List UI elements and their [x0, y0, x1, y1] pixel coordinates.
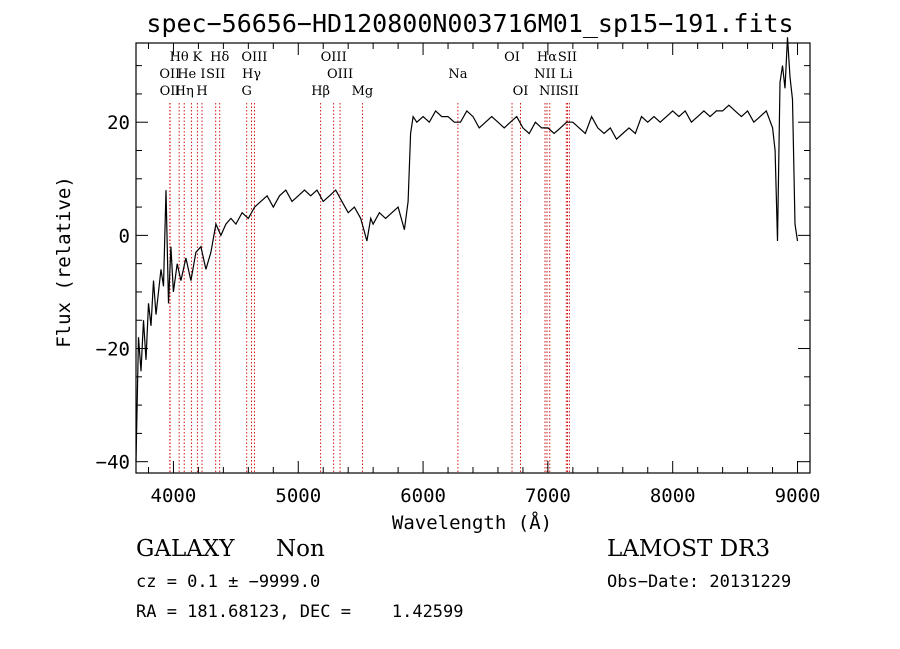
line-label: Hδ [210, 50, 229, 65]
y-tick-label: −40 [96, 452, 130, 474]
x-tick-label: 4000 [151, 485, 197, 507]
line-label: Hγ [242, 67, 261, 82]
line-label: G [242, 84, 252, 99]
x-tick-label: 6000 [400, 485, 446, 507]
y-axis-ticks: −40 −20 0 20 [96, 65, 810, 474]
line-label: OIII [321, 50, 347, 65]
line-label: Hθ [170, 50, 189, 65]
line-label: OIII [241, 50, 267, 65]
object-subclass: Non [276, 536, 325, 562]
x-tick-label: 9000 [775, 485, 821, 507]
object-class: GALAXY [136, 536, 235, 562]
line-label: SII [206, 67, 225, 82]
line-label: OII [160, 84, 181, 99]
line-label: SII [560, 84, 579, 99]
ra-dec: RA = 181.68123, DEC = 1.42599 [136, 602, 464, 622]
y-axis-label: Flux (relative) [53, 176, 75, 348]
line-label: He I [177, 67, 205, 82]
line-label: H [196, 84, 207, 99]
line-label: SII [558, 50, 577, 65]
line-label: OII [159, 67, 180, 82]
line-label: Hα [537, 50, 557, 65]
line-label: K [193, 50, 203, 65]
emission-line-markers [169, 103, 570, 473]
line-label: NII [534, 67, 556, 82]
y-tick-label: −20 [96, 339, 130, 361]
x-tick-label: 7000 [525, 485, 571, 507]
line-label: OI [504, 50, 520, 65]
line-label: Hη [175, 84, 194, 99]
line-label: Hβ [311, 84, 330, 99]
line-label: Li [560, 67, 573, 82]
survey-name: LAMOST DR3 [607, 536, 771, 562]
line-label: OIII [327, 67, 353, 82]
line-label: Mg [352, 84, 374, 99]
x-axis-label: Wavelength (Å) [392, 511, 552, 534]
redshift-cz: cz = 0.1 ± −9999.0 [136, 572, 321, 592]
x-axis-ticks: 4000 5000 6000 7000 8000 9000 [147, 43, 821, 507]
x-tick-label: 8000 [650, 485, 696, 507]
x-tick-label: 5000 [275, 485, 321, 507]
observation-date: Obs−Date: 20131229 [607, 572, 792, 592]
line-label: NII [539, 84, 561, 99]
line-label: Na [448, 67, 467, 82]
spectrum-line [135, 37, 799, 462]
y-tick-label: 20 [107, 112, 130, 134]
y-tick-label: 0 [119, 225, 130, 247]
chart-title: spec−56656−HD120800N003716M01_sp15−191.f… [146, 9, 793, 38]
line-label: OI [513, 84, 529, 99]
plot-frame [135, 42, 811, 474]
